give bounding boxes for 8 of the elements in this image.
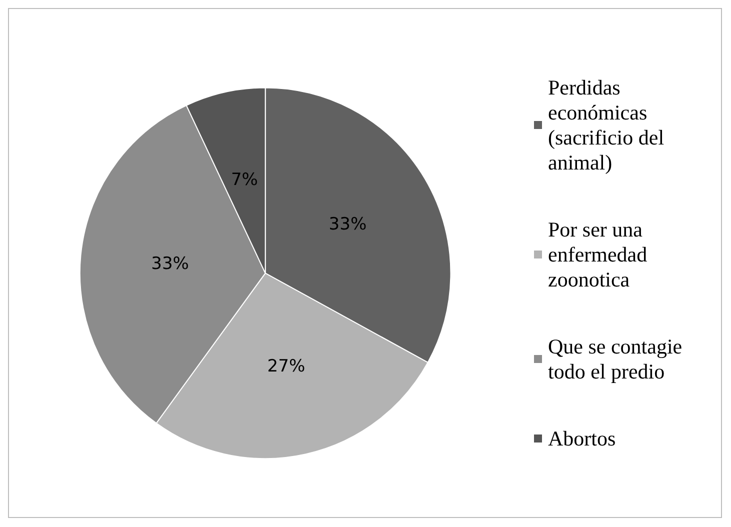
legend-label: Perdidas económicas (sacrificio del animal) [548,76,670,174]
data-label: 7% [230,170,258,190]
data-label: 33% [328,214,367,234]
data-label: 33% [151,254,189,274]
legend-label: Por ser una enfermedad zoonotica [548,218,652,292]
legend-label: Abortos [548,426,616,450]
legend-label: Que se contagie todo el predio [548,334,688,384]
data-label: 27% [267,356,306,377]
